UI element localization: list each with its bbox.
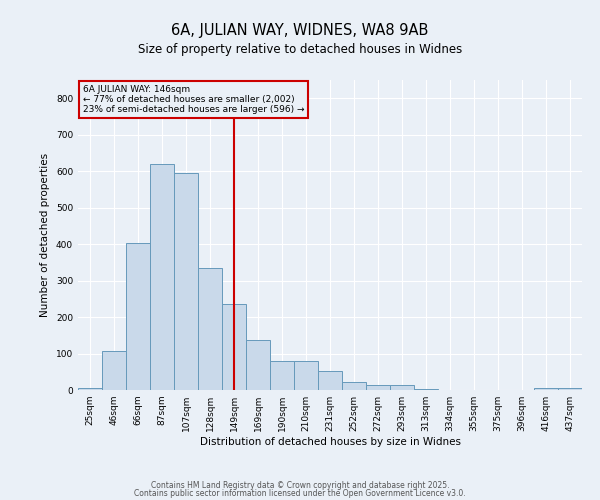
Bar — [174, 173, 198, 390]
Text: 6A, JULIAN WAY, WIDNES, WA8 9AB: 6A, JULIAN WAY, WIDNES, WA8 9AB — [172, 22, 428, 38]
Bar — [78, 388, 102, 390]
Bar — [342, 382, 366, 390]
Bar — [414, 388, 438, 390]
Text: Contains public sector information licensed under the Open Government Licence v3: Contains public sector information licen… — [134, 488, 466, 498]
Bar — [534, 388, 558, 390]
Bar — [294, 361, 318, 390]
Bar — [390, 386, 414, 390]
Text: 6A JULIAN WAY: 146sqm
← 77% of detached houses are smaller (2,002)
23% of semi-d: 6A JULIAN WAY: 146sqm ← 77% of detached … — [83, 84, 305, 114]
Bar — [150, 164, 174, 390]
Bar — [222, 304, 246, 390]
Text: Contains HM Land Registry data © Crown copyright and database right 2025.: Contains HM Land Registry data © Crown c… — [151, 481, 449, 490]
Bar — [126, 243, 150, 390]
Bar — [270, 361, 294, 390]
Bar — [246, 340, 270, 390]
Bar — [558, 388, 582, 390]
X-axis label: Distribution of detached houses by size in Widnes: Distribution of detached houses by size … — [199, 437, 461, 447]
Bar — [198, 268, 222, 390]
Bar — [102, 350, 126, 390]
Y-axis label: Number of detached properties: Number of detached properties — [40, 153, 50, 317]
Bar — [366, 386, 390, 390]
Bar — [318, 371, 342, 390]
Text: Size of property relative to detached houses in Widnes: Size of property relative to detached ho… — [138, 42, 462, 56]
